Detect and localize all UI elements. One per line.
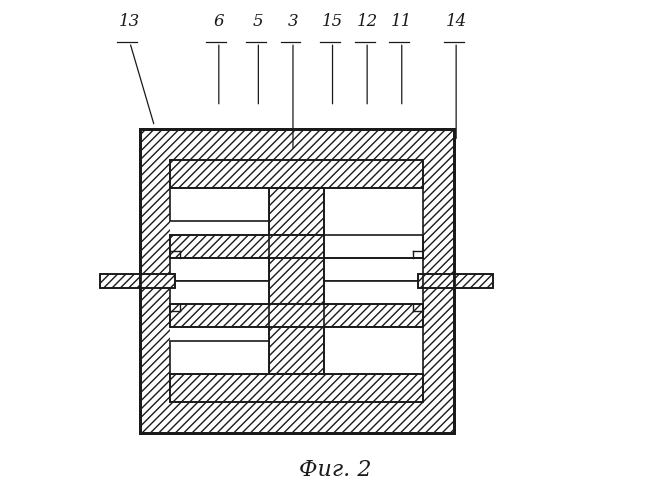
Bar xyxy=(324,258,423,281)
Bar xyxy=(139,129,454,433)
Text: 6: 6 xyxy=(214,13,224,30)
Bar xyxy=(139,274,170,288)
Text: 13: 13 xyxy=(119,13,141,30)
Text: Фиг. 2: Фиг. 2 xyxy=(299,459,371,481)
Text: 3: 3 xyxy=(287,13,298,30)
Bar xyxy=(170,160,423,188)
Bar xyxy=(423,274,454,288)
Bar xyxy=(170,235,423,258)
Bar xyxy=(139,129,454,433)
Bar xyxy=(324,188,423,258)
Bar xyxy=(139,129,454,433)
Bar xyxy=(170,304,423,327)
Bar xyxy=(269,188,324,374)
Text: 5: 5 xyxy=(253,13,264,30)
Text: 14: 14 xyxy=(446,13,467,30)
Bar xyxy=(170,235,423,258)
Bar xyxy=(324,327,423,374)
Bar xyxy=(100,274,176,288)
Bar xyxy=(170,374,423,402)
Text: 11: 11 xyxy=(391,13,412,30)
Bar xyxy=(170,160,423,188)
Bar xyxy=(418,274,493,288)
Bar xyxy=(170,374,423,402)
Bar xyxy=(269,188,324,374)
Bar xyxy=(170,160,423,402)
Bar xyxy=(170,188,269,221)
Bar xyxy=(170,281,269,304)
Bar xyxy=(170,304,423,327)
Bar xyxy=(418,274,493,288)
Text: 15: 15 xyxy=(322,13,343,30)
Bar xyxy=(170,258,269,281)
Bar xyxy=(324,281,423,304)
Bar xyxy=(100,274,176,288)
Text: 12: 12 xyxy=(356,13,378,30)
Bar xyxy=(170,341,269,374)
